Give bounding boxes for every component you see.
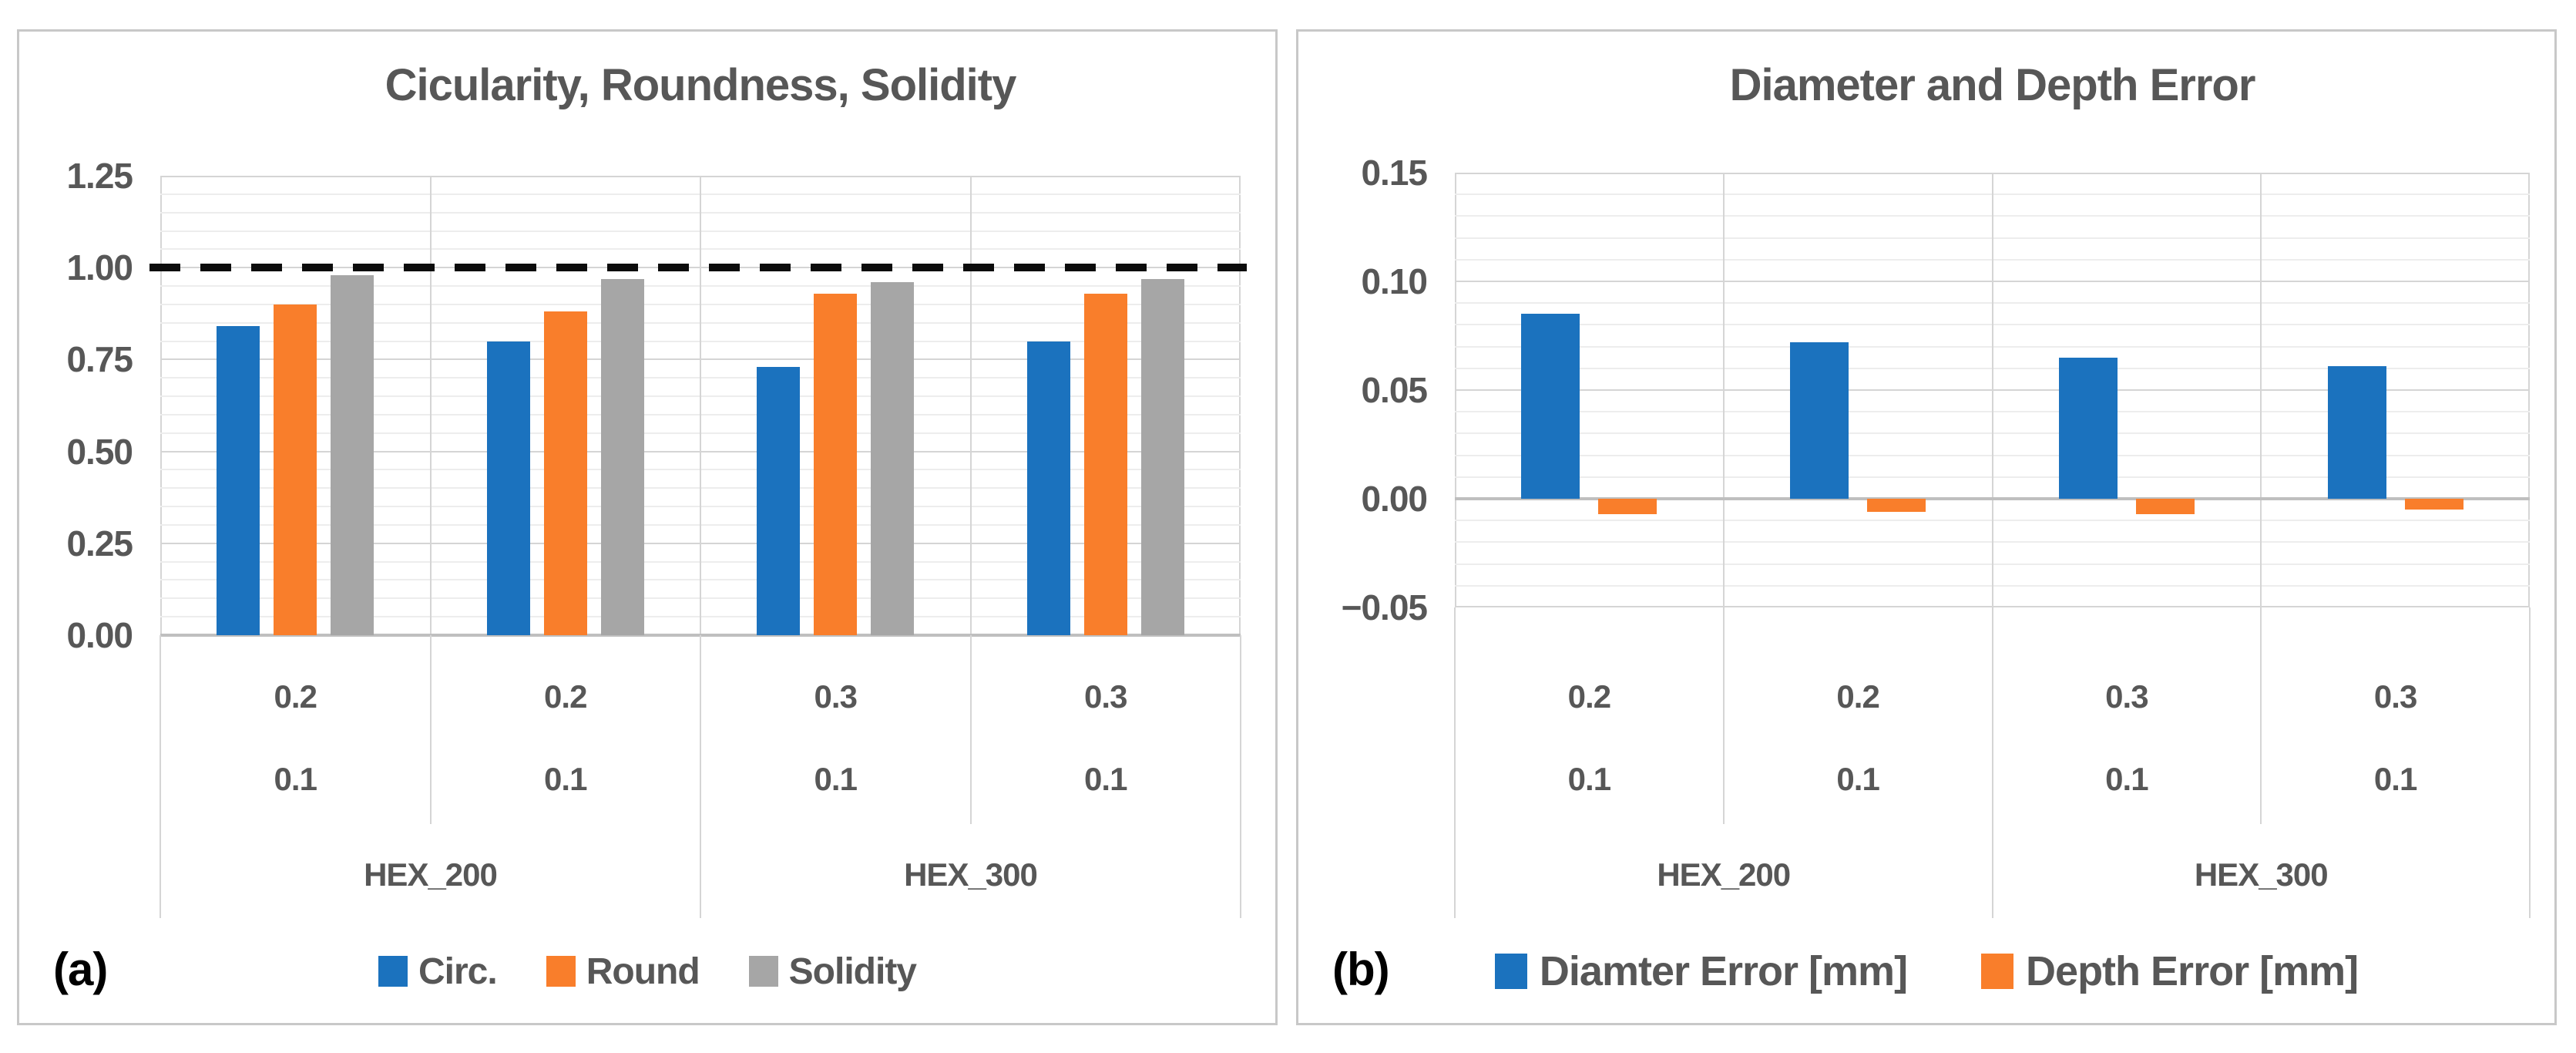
x-label-level2: 0.1 — [1836, 761, 1879, 797]
x-label-level1: 0.2 — [1836, 678, 1879, 715]
category-gridline — [1991, 173, 1993, 607]
category-separator — [1240, 635, 1241, 918]
y-tick-label: 0.10 — [1361, 261, 1428, 301]
category-separator — [2529, 607, 2531, 918]
bar-circ-group2 — [486, 341, 530, 635]
x-label-level2: 0.1 — [1084, 761, 1127, 797]
legend-label-diameter-error: Diamter Error [mm] — [1539, 948, 1908, 994]
legend-b: Diamter Error [mm] Depth Error [mm] — [1298, 944, 2554, 998]
y-tick-label: 0.50 — [66, 431, 133, 472]
bar-depth-error-mm-group3 — [2135, 499, 2195, 514]
x-label-level2: 0.1 — [544, 761, 587, 797]
bar-solidity-group3 — [871, 282, 915, 635]
legend-item-circ: Circ. — [378, 950, 498, 993]
bar-solidity-group1 — [331, 274, 374, 635]
bar-round-group2 — [543, 311, 587, 635]
chart-title-b: Diameter and Depth Error — [1729, 60, 2256, 110]
x-label-level3: HEX_200 — [1657, 856, 1791, 893]
x-label-level3: HEX_200 — [364, 856, 498, 893]
legend-label-circ: Circ. — [418, 950, 498, 992]
x-label-level2: 0.1 — [814, 761, 858, 797]
bar-solidity-group4 — [1140, 278, 1184, 635]
bar-diamter-error-mm-group4 — [2327, 365, 2386, 499]
bar-diamter-error-mm-group2 — [1790, 341, 1849, 499]
bar-depth-error-mm-group1 — [1598, 499, 1657, 514]
y-tick-label: 0.00 — [1361, 479, 1428, 519]
category-gridline — [2260, 173, 2262, 607]
legend-swatch-round — [546, 956, 576, 987]
bar-round-group1 — [274, 304, 317, 635]
x-label-level1: 0.3 — [2105, 678, 2148, 715]
chart-panel-a: Cicularity, Roundness, Solidity Circ. Ro… — [17, 29, 1278, 1025]
category-separator — [1722, 607, 1725, 824]
zero-axis-line — [1455, 497, 2530, 500]
category-gridline — [969, 176, 972, 635]
chart-panel-b: Diameter and Depth Error Diamter Error [… — [1296, 29, 2557, 1025]
y-tick-label: 1.00 — [66, 247, 133, 288]
x-label-level2: 0.1 — [2105, 761, 2148, 797]
bar-round-group3 — [814, 293, 858, 635]
x-label-level1: 0.2 — [1567, 678, 1611, 715]
bar-circ-group3 — [757, 366, 801, 635]
bar-depth-error-mm-group2 — [1867, 499, 1926, 512]
panel-label-b: (b) — [1332, 944, 1390, 995]
y-tick-label: 0.00 — [66, 615, 133, 655]
bar-round-group4 — [1083, 293, 1127, 635]
category-separator — [1454, 607, 1456, 918]
x-label-level1: 0.3 — [1084, 678, 1127, 715]
x-label-level1: 0.3 — [814, 678, 858, 715]
legend-swatch-solidity — [748, 956, 778, 987]
legend-swatch-diameter-error — [1494, 954, 1527, 989]
x-label-level3: HEX_300 — [904, 856, 1038, 893]
x-label-level1: 0.2 — [544, 678, 587, 715]
category-separator — [160, 635, 161, 918]
y-tick-label: 1.25 — [66, 156, 133, 196]
category-separator — [969, 635, 972, 824]
legend-label-solidity: Solidity — [788, 950, 917, 992]
legend-a: Circ. Round Solidity — [19, 944, 1275, 998]
reference-line — [149, 264, 1247, 272]
chart-title-a: Cicularity, Roundness, Solidity — [385, 60, 1017, 110]
x-label-level2: 0.1 — [274, 761, 317, 797]
category-gridline — [1722, 173, 1725, 607]
y-tick-label: 0.75 — [66, 339, 133, 380]
x-label-level1: 0.2 — [274, 678, 317, 715]
y-tick-label: 0.25 — [66, 523, 133, 564]
bar-circ-group4 — [1026, 341, 1070, 635]
bar-depth-error-mm-group4 — [2404, 499, 2463, 510]
legend-swatch-depth-error — [1981, 954, 2014, 989]
legend-item-round: Round — [546, 950, 700, 993]
legend-item-solidity: Solidity — [748, 950, 917, 993]
y-tick-label: 0.15 — [1361, 153, 1428, 193]
bar-diamter-error-mm-group3 — [2058, 357, 2118, 499]
x-label-level1: 0.3 — [2373, 678, 2417, 715]
category-separator — [1991, 607, 1993, 918]
category-separator — [429, 635, 432, 824]
x-label-level3: HEX_300 — [2194, 856, 2329, 893]
y-tick-label: 0.05 — [1361, 370, 1428, 410]
bar-solidity-group2 — [600, 278, 644, 635]
y-tick-label: −0.05 — [1341, 587, 1428, 627]
x-label-level2: 0.1 — [1567, 761, 1611, 797]
x-label-level2: 0.1 — [2373, 761, 2417, 797]
legend-item-depth-error: Depth Error [mm] — [1981, 947, 2359, 995]
legend-label-round: Round — [586, 950, 700, 992]
bar-diamter-error-mm-group1 — [1521, 314, 1580, 499]
panel-label-a: (a) — [53, 944, 108, 995]
legend-label-depth-error: Depth Error [mm] — [2026, 948, 2359, 994]
bar-circ-group1 — [217, 326, 260, 635]
category-separator — [700, 635, 701, 918]
legend-item-diameter-error: Diamter Error [mm] — [1494, 947, 1908, 995]
category-gridline — [700, 176, 701, 635]
category-separator — [2260, 607, 2262, 824]
category-gridline — [429, 176, 432, 635]
legend-swatch-circ — [378, 956, 408, 987]
